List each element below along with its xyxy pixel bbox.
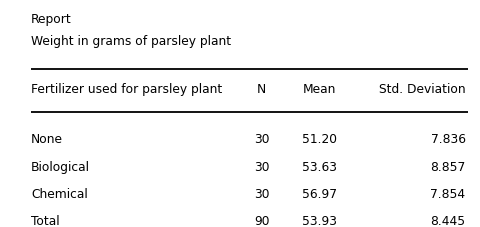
Text: Chemical: Chemical	[31, 187, 88, 200]
Text: Weight in grams of parsley plant: Weight in grams of parsley plant	[31, 35, 231, 48]
Text: Std. Deviation: Std. Deviation	[379, 83, 466, 96]
Text: 56.97: 56.97	[302, 187, 336, 200]
Text: 8.445: 8.445	[431, 215, 466, 227]
Text: Report: Report	[31, 12, 72, 25]
Text: 53.63: 53.63	[302, 160, 336, 173]
Text: Fertilizer used for parsley plant: Fertilizer used for parsley plant	[31, 83, 222, 96]
Text: 30: 30	[254, 133, 269, 146]
Text: 7.854: 7.854	[431, 187, 466, 200]
Text: 30: 30	[254, 187, 269, 200]
Text: N: N	[257, 83, 266, 96]
Text: None: None	[31, 133, 63, 146]
Text: 8.857: 8.857	[431, 160, 466, 173]
Text: Total: Total	[31, 215, 60, 227]
Text: 90: 90	[254, 215, 269, 227]
Text: Mean: Mean	[302, 83, 336, 96]
Text: Biological: Biological	[31, 160, 90, 173]
Text: 30: 30	[254, 160, 269, 173]
Text: 53.93: 53.93	[302, 215, 336, 227]
Text: 7.836: 7.836	[431, 133, 466, 146]
Text: 51.20: 51.20	[302, 133, 336, 146]
